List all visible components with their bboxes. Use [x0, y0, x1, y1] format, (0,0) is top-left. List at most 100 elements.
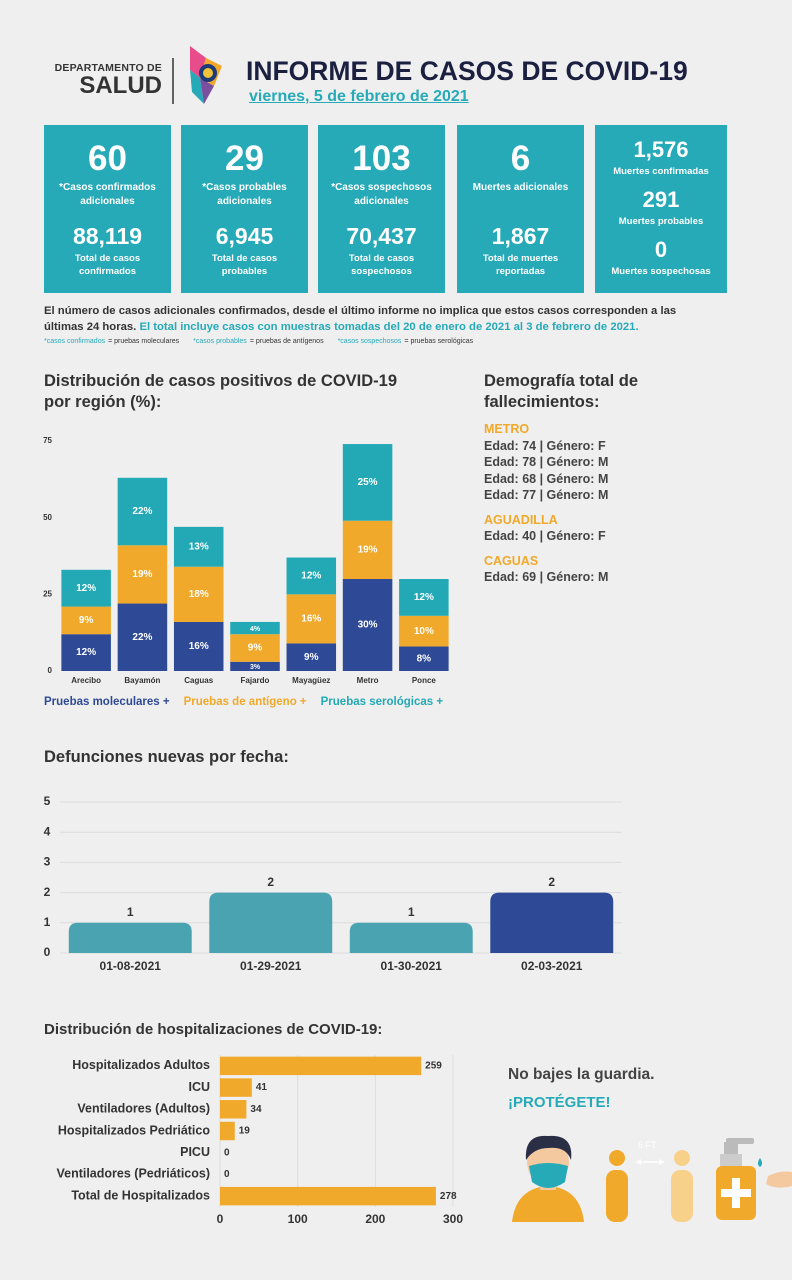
data-label: 25% — [358, 477, 378, 488]
y-tick-label: 50 — [43, 513, 52, 522]
bar-segment — [117, 477, 168, 546]
demographics-entry: Edad: 74 | Género: F — [484, 438, 606, 453]
x-tick-label: 02-03-2021 — [521, 959, 583, 973]
bar — [220, 1056, 422, 1076]
x-tick-label: Metro — [357, 676, 379, 685]
card-value: 291 — [642, 187, 680, 212]
legend-entry: Pruebas de antígeno + — [184, 696, 307, 708]
x-tick-label: 0 — [217, 1212, 224, 1226]
y-tick-label: 5 — [44, 794, 51, 808]
y-tick-label: 0 — [44, 945, 51, 959]
demographics-list: METRO Edad: 74 | Género: F Edad: 78 | Géne… — [484, 421, 664, 586]
summary-card: 1,576 Muertes confirmadas 291 Muertes proba… — [595, 125, 727, 293]
legend-entry: Pruebas serológicas + — [321, 696, 444, 708]
card-total-label: Total de casos confirmados — [74, 253, 141, 277]
notes: El número de casos adicionales confirmad… — [44, 303, 704, 335]
bar — [68, 922, 192, 953]
data-label: 19% — [132, 569, 152, 580]
card-value: 60 — [88, 139, 127, 178]
data-label: 18% — [189, 589, 209, 600]
definition-meaning: = pruebas moleculares — [108, 338, 180, 345]
bar — [490, 892, 614, 953]
report-title: INFORME DE CASOS DE COVID-19 — [246, 56, 688, 86]
y-tick-label: Hospitalizados Pedriático — [58, 1123, 210, 1137]
data-label: 13% — [189, 541, 209, 552]
definition-term: *casos probables — [193, 338, 247, 345]
demographics-title: Demografía total de fallecimientos: — [484, 372, 639, 411]
y-tick-label: PICU — [180, 1145, 210, 1159]
bar-segment — [342, 444, 393, 521]
card-total-label: Total de casos probables — [211, 253, 278, 277]
card-value: 1,576 — [633, 137, 689, 162]
data-label: 34 — [250, 1104, 262, 1115]
data-label: 0 — [224, 1147, 230, 1158]
data-label: 12% — [76, 583, 96, 594]
x-tick-label: Fajardo — [241, 676, 270, 685]
demographics-region: METRO — [484, 422, 530, 436]
card-label: Muertes confirmadas — [613, 166, 709, 177]
bar-segment — [399, 579, 449, 616]
chart-title: Distribución de hospitalizaciones de COV… — [44, 1021, 383, 1038]
y-tick-label: 3 — [44, 855, 51, 869]
x-tick-label: 200 — [365, 1212, 385, 1226]
data-label: 1 — [127, 905, 134, 919]
summary-card: 6 Muertes adicionales 1,867 Total de muerte… — [457, 125, 584, 293]
notes-disclaimer: El número de casos adicionales confirmad… — [44, 305, 677, 333]
card-total: 70,437 — [346, 223, 417, 249]
bar-segment — [399, 646, 449, 671]
data-label: 41 — [256, 1082, 268, 1093]
data-label: 12% — [414, 592, 434, 603]
card-label: *Casos confirmados adicionales — [59, 182, 156, 207]
chart-title: Distribución de casos positivos de COVID… — [44, 372, 398, 411]
x-tick-label: 100 — [288, 1212, 308, 1226]
y-tick-label: ICU — [188, 1080, 210, 1094]
y-tick-label: Ventiladores (Pedriáticos) — [56, 1167, 210, 1181]
data-label: 9% — [79, 615, 94, 626]
bar-segment — [230, 621, 280, 635]
demographics-entry: Edad: 40 | Género: F — [484, 529, 606, 543]
bar-segment — [173, 621, 224, 671]
data-label: 9% — [304, 652, 319, 663]
bar — [220, 1121, 235, 1141]
distance-label: 6 FT — [638, 1140, 657, 1150]
x-tick-label: Mayagüez — [292, 676, 330, 685]
data-label: 16% — [189, 641, 209, 652]
definitions: *casos confirmados = pruebas moleculares *… — [44, 338, 473, 345]
data-label: 1 — [408, 905, 415, 919]
bar — [220, 1100, 247, 1119]
summary-card: 60 *Casos confirmados adicionales 88,119 To… — [44, 125, 171, 293]
prevention-call: ¡PROTÉGETE! — [508, 1094, 611, 1111]
bar — [209, 892, 333, 953]
demographics: Demografía total de fallecimientos: METR… — [484, 371, 664, 586]
bar-segment — [117, 603, 168, 671]
card-label: Muertes probables — [618, 216, 704, 227]
data-label: 2 — [267, 875, 274, 889]
bar-segment — [230, 661, 280, 671]
card-value: 0 — [654, 237, 668, 262]
card-total: 6,945 — [215, 223, 274, 249]
bar — [220, 1186, 436, 1206]
data-label: 12% — [76, 647, 96, 658]
illustration-distance — [606, 1150, 693, 1222]
x-tick-label: Caguas — [184, 676, 213, 685]
department-line: DEPARTAMENTO DE — [54, 62, 162, 74]
data-label: 8% — [417, 653, 432, 664]
demographics-entry: Edad: 69 | Género: M — [484, 570, 609, 584]
bar-segment — [117, 545, 168, 604]
card-value: 103 — [352, 139, 411, 178]
bar-segment — [61, 606, 111, 635]
card-value: 29 — [225, 139, 264, 178]
logo-emblem — [190, 46, 222, 104]
summary-card: 29 *Casos probables adicionales 6,945 Total… — [181, 125, 308, 293]
data-label: 30% — [358, 620, 378, 631]
y-tick-label: 1 — [44, 915, 51, 929]
card-label: *Casos sospechosos adicionales — [331, 182, 432, 207]
bar-segment — [342, 579, 393, 671]
bar-segment — [61, 634, 111, 671]
bar-segment — [286, 557, 337, 595]
department-name: SALUD — [79, 72, 162, 99]
bar-segment — [61, 569, 111, 607]
demographics-region: CAGUAS — [484, 553, 539, 568]
